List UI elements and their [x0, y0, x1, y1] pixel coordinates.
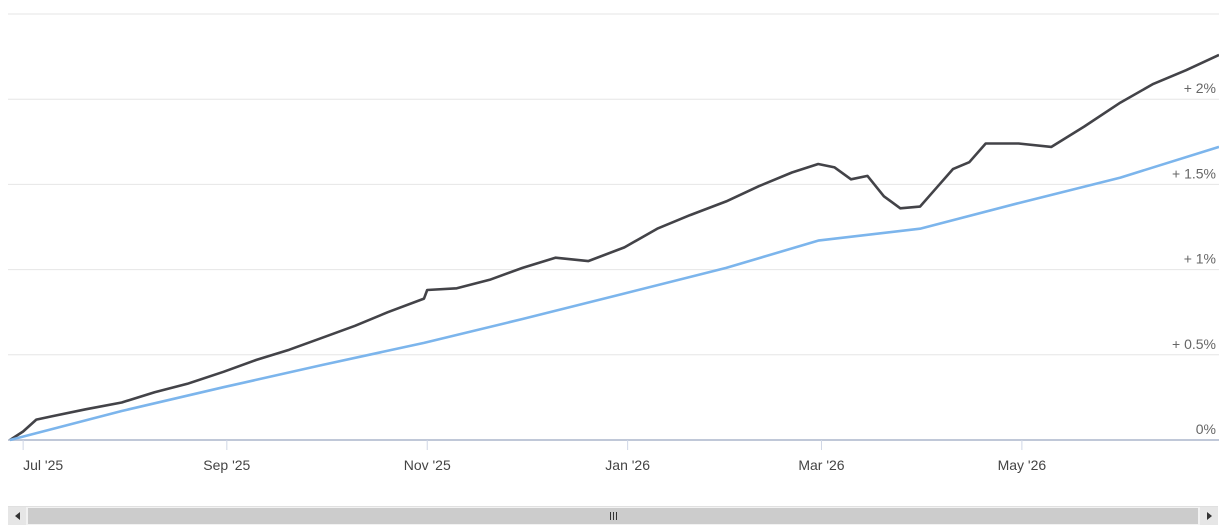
series-line-blue: [9, 145, 1219, 442]
grid-lines: [8, 13, 1219, 441]
x-tick-label: Nov '25: [404, 457, 451, 473]
y-axis-labels: 0% + 0.5% + 1% + 1.5% + 2%: [1172, 80, 1216, 437]
series-line-dark: [9, 53, 1219, 442]
y-tick-label: + 2%: [1184, 80, 1216, 96]
x-axis: Jul '25 Sep '25 Nov '25 Jan '26 Mar '26 May '…: [22, 440, 1047, 473]
y-tick-label: + 1%: [1184, 251, 1216, 267]
scrollbar-thumb[interactable]: [28, 508, 1198, 524]
left-arrow-icon: [14, 512, 20, 520]
y-tick-label: 0%: [1196, 421, 1216, 437]
x-tick-label: Jan '26: [605, 457, 650, 473]
grip-icon: [609, 512, 617, 520]
line-chart: 0% + 0.5% + 1% + 1.5% + 2% Jul '25 Sep '25 Nov…: [8, 13, 1219, 473]
x-tick-label: Mar '26: [798, 457, 844, 473]
x-tick-label: Sep '25: [203, 457, 250, 473]
navigator-scrollbar[interactable]: [8, 506, 1218, 525]
x-tick-label: Jul '25: [23, 457, 63, 473]
right-arrow-icon: [1206, 512, 1212, 520]
scroll-left-button[interactable]: [8, 507, 26, 525]
x-tick-label: May '26: [998, 457, 1047, 473]
series-lines: [9, 53, 1219, 442]
y-tick-label: + 1.5%: [1172, 165, 1216, 181]
scroll-right-button[interactable]: [1200, 507, 1218, 525]
y-tick-label: + 0.5%: [1172, 336, 1216, 352]
